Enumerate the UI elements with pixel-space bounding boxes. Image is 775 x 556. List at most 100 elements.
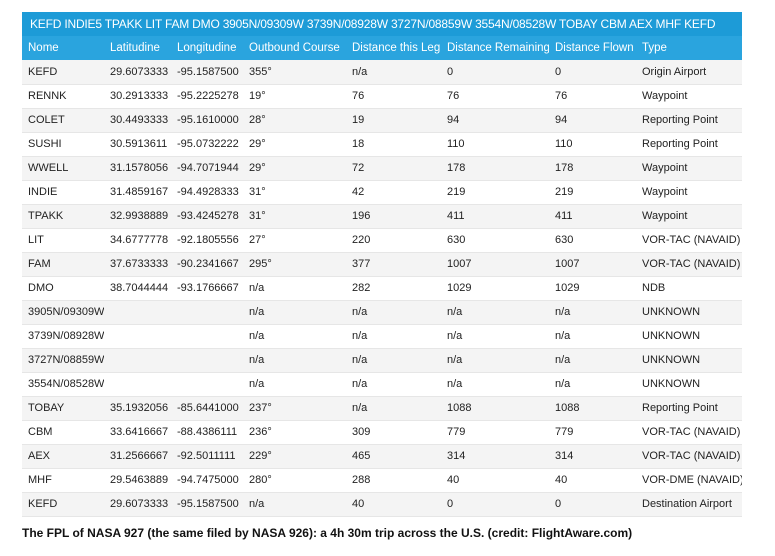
cell: 29.6073333	[110, 498, 169, 510]
cell: 19	[352, 114, 365, 126]
column-header: Longitudine	[171, 36, 243, 60]
cell: AEX	[28, 450, 51, 462]
cell: UNKNOWN	[642, 378, 701, 390]
cell: 237°	[249, 402, 272, 414]
table-row: 3905N/09309W n/a n/a n/a n/a UNKNOWN	[22, 300, 743, 324]
cell: 0	[447, 65, 454, 78]
cell: RENNK	[28, 90, 67, 102]
caption: The FPL of NASA 927 (the same filed by N…	[22, 526, 633, 540]
cell: Reporting Point	[642, 138, 718, 150]
cell: n/a	[352, 354, 368, 366]
cell: 411	[555, 210, 573, 222]
cell: 31.4859167	[110, 186, 169, 198]
column-header: Type	[636, 36, 743, 60]
cell: n/a	[555, 354, 571, 366]
cell: 178	[447, 162, 466, 174]
empty-cell	[104, 300, 171, 324]
cell: n/a	[555, 306, 571, 318]
cell: 1007	[447, 258, 472, 270]
cell: 355°	[249, 65, 272, 78]
cell: 110	[447, 138, 465, 150]
cell: CBM	[28, 426, 53, 438]
cell: 282	[352, 282, 371, 294]
cell: 40	[352, 498, 365, 510]
flight-plan-table: KEFD INDIE5 TPAKK LIT FAM DMO 3905N/0930…	[22, 12, 743, 517]
cell: 31.1578056	[110, 162, 169, 174]
cell: Waypoint	[642, 210, 688, 222]
cell: -93.4245278	[177, 210, 239, 222]
cell: 27°	[249, 234, 266, 246]
table-row: TPAKK 32.9938889 -93.4245278 31° 196 411 411 Wa…	[22, 204, 743, 228]
cell: UNKNOWN	[642, 354, 701, 366]
cell: n/a	[447, 306, 463, 318]
table-row: MHF 29.5463889 -94.7475000 280° 288 40 40 VOR-D…	[22, 468, 743, 492]
table-row: LIT 34.6777778 -92.1805556 27° 220 630 630 VOR-…	[22, 228, 743, 252]
cell: 94	[555, 114, 568, 126]
cell: KEFD	[28, 65, 58, 78]
cell: 0	[447, 498, 454, 510]
cell: -95.1610000	[177, 114, 239, 126]
cell: Origin Airport	[642, 65, 707, 78]
cell: n/a	[555, 378, 571, 390]
column-header: Latitudine	[104, 36, 171, 60]
cell: COLET	[28, 114, 65, 126]
cell: -95.0732222	[177, 138, 239, 150]
table-row: DMO 38.7044444 -93.1766667 n/a 282 1029 1029 ND…	[22, 276, 743, 300]
cell: VOR-DME (NAVAID)	[642, 474, 743, 486]
cell: VOR-TAC (NAVAID)	[642, 234, 741, 246]
cell: 31°	[249, 186, 266, 198]
cell: 309	[352, 426, 371, 438]
cell: KEFD	[28, 498, 58, 510]
cell: 229°	[249, 450, 272, 462]
cell: n/a	[249, 498, 265, 510]
table-row: 3727N/08859W n/a n/a n/a n/a UNKNOWN	[22, 348, 743, 372]
cell: -94.7475000	[177, 474, 239, 486]
empty-cell	[104, 348, 171, 372]
cell: 38.7044444	[110, 282, 169, 294]
cell: 314	[447, 450, 466, 462]
cell: n/a	[352, 402, 368, 414]
cell: 28°	[249, 114, 266, 126]
cell: 0	[555, 65, 562, 78]
cell: -88.4386111	[177, 426, 238, 438]
cell: -92.1805556	[177, 234, 239, 246]
cell: LIT	[28, 234, 44, 246]
route-row: KEFD INDIE5 TPAKK LIT FAM DMO 3905N/0930…	[22, 12, 743, 36]
cell: -93.1766667	[177, 282, 239, 294]
cell: 18	[352, 138, 365, 150]
cell: 32.9938889	[110, 210, 169, 222]
cell: n/a	[352, 65, 368, 78]
cell: WWELL	[28, 162, 69, 174]
column-header: Outbound Course	[243, 36, 346, 60]
cell: n/a	[249, 354, 265, 366]
cell: Reporting Point	[642, 402, 718, 414]
cell: 30.5913611	[110, 138, 168, 150]
cell: 40	[447, 474, 460, 486]
cell: n/a	[447, 330, 463, 342]
cell: 377	[352, 258, 371, 270]
cell: 1029	[447, 282, 472, 294]
cell: 465	[352, 450, 371, 462]
column-header: Distance Flown	[549, 36, 636, 60]
cell: 29°	[249, 138, 266, 150]
cell: n/a	[249, 282, 265, 294]
cell: 76	[352, 90, 365, 102]
cell: 1088	[555, 402, 580, 414]
cell: -95.1587500	[177, 65, 239, 78]
cell: Waypoint	[642, 162, 688, 174]
cell: n/a	[352, 378, 368, 390]
empty-cell	[171, 300, 243, 324]
cell: n/a	[352, 306, 368, 318]
table-row: WWELL 31.1578056 -94.7071944 29° 72 178 178 Way…	[22, 156, 743, 180]
cell: 72	[352, 162, 365, 174]
cell: 94	[447, 114, 460, 126]
table-body: KEFD 29.6073333 -95.1587500 355° n/a 0 0 Origin…	[22, 60, 743, 516]
cell: VOR-TAC (NAVAID)	[642, 426, 741, 438]
cell: 37.6733333	[110, 258, 169, 270]
cell: n/a	[555, 330, 571, 342]
cell: n/a	[352, 330, 368, 342]
column-header: Distance Remaining	[441, 36, 549, 60]
column-header: Distance this Leg	[346, 36, 441, 60]
cell: -92.5011111	[177, 450, 236, 462]
